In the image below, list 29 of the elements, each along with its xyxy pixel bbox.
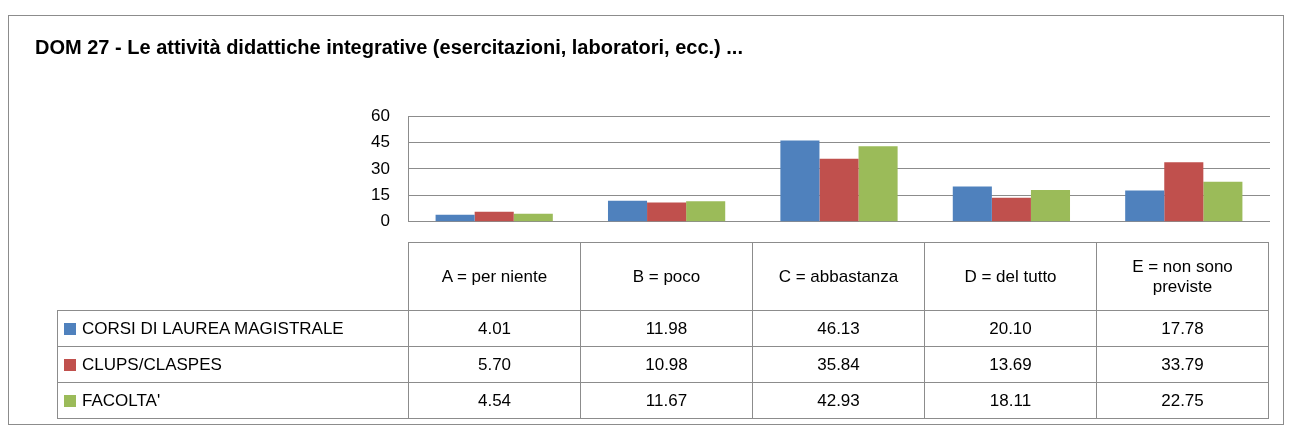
x-tick-label: B = poco <box>580 242 753 311</box>
data-label: 4.54 <box>408 382 581 419</box>
data-label: 42.93 <box>752 382 925 419</box>
data-label: 11.67 <box>580 382 753 419</box>
x-tick-label: D = del tutto <box>924 242 1097 311</box>
y-tick-label: 15 <box>371 185 390 205</box>
x-tick-label: E = non sono previste <box>1096 242 1269 311</box>
legend-label: CLUPS/CLASPES <box>82 354 222 374</box>
data-label: 20.10 <box>924 310 1097 347</box>
y-tick-label: 45 <box>371 132 390 152</box>
y-tick-label: 30 <box>371 158 390 178</box>
legend-label: CORSI DI LAUREA MAGISTRALE <box>82 318 344 338</box>
data-label: 10.98 <box>580 346 753 383</box>
data-label: 4.01 <box>408 310 581 347</box>
legend-label: FACOLTA' <box>82 390 161 410</box>
data-label: 5.70 <box>408 346 581 383</box>
x-tick-label: A = per niente <box>408 242 581 311</box>
y-tick-label: 0 <box>380 211 390 231</box>
x-tick-label: C = abbastanza <box>752 242 925 311</box>
y-tick-label: 60 <box>371 105 390 125</box>
chart-title: DOM 27 - Le attività didattiche integrative (esercitazioni, laboratori, ecc.) ... <box>35 36 743 59</box>
data-label: 11.98 <box>580 310 753 347</box>
data-label: 33.79 <box>1096 346 1269 383</box>
data-label: 17.78 <box>1096 310 1269 347</box>
data-label: 35.84 <box>752 346 925 383</box>
data-label: 18.11 <box>924 382 1097 419</box>
data-label: 46.13 <box>752 310 925 347</box>
data-label: 13.69 <box>924 346 1097 383</box>
data-label: 22.75 <box>1096 382 1269 419</box>
